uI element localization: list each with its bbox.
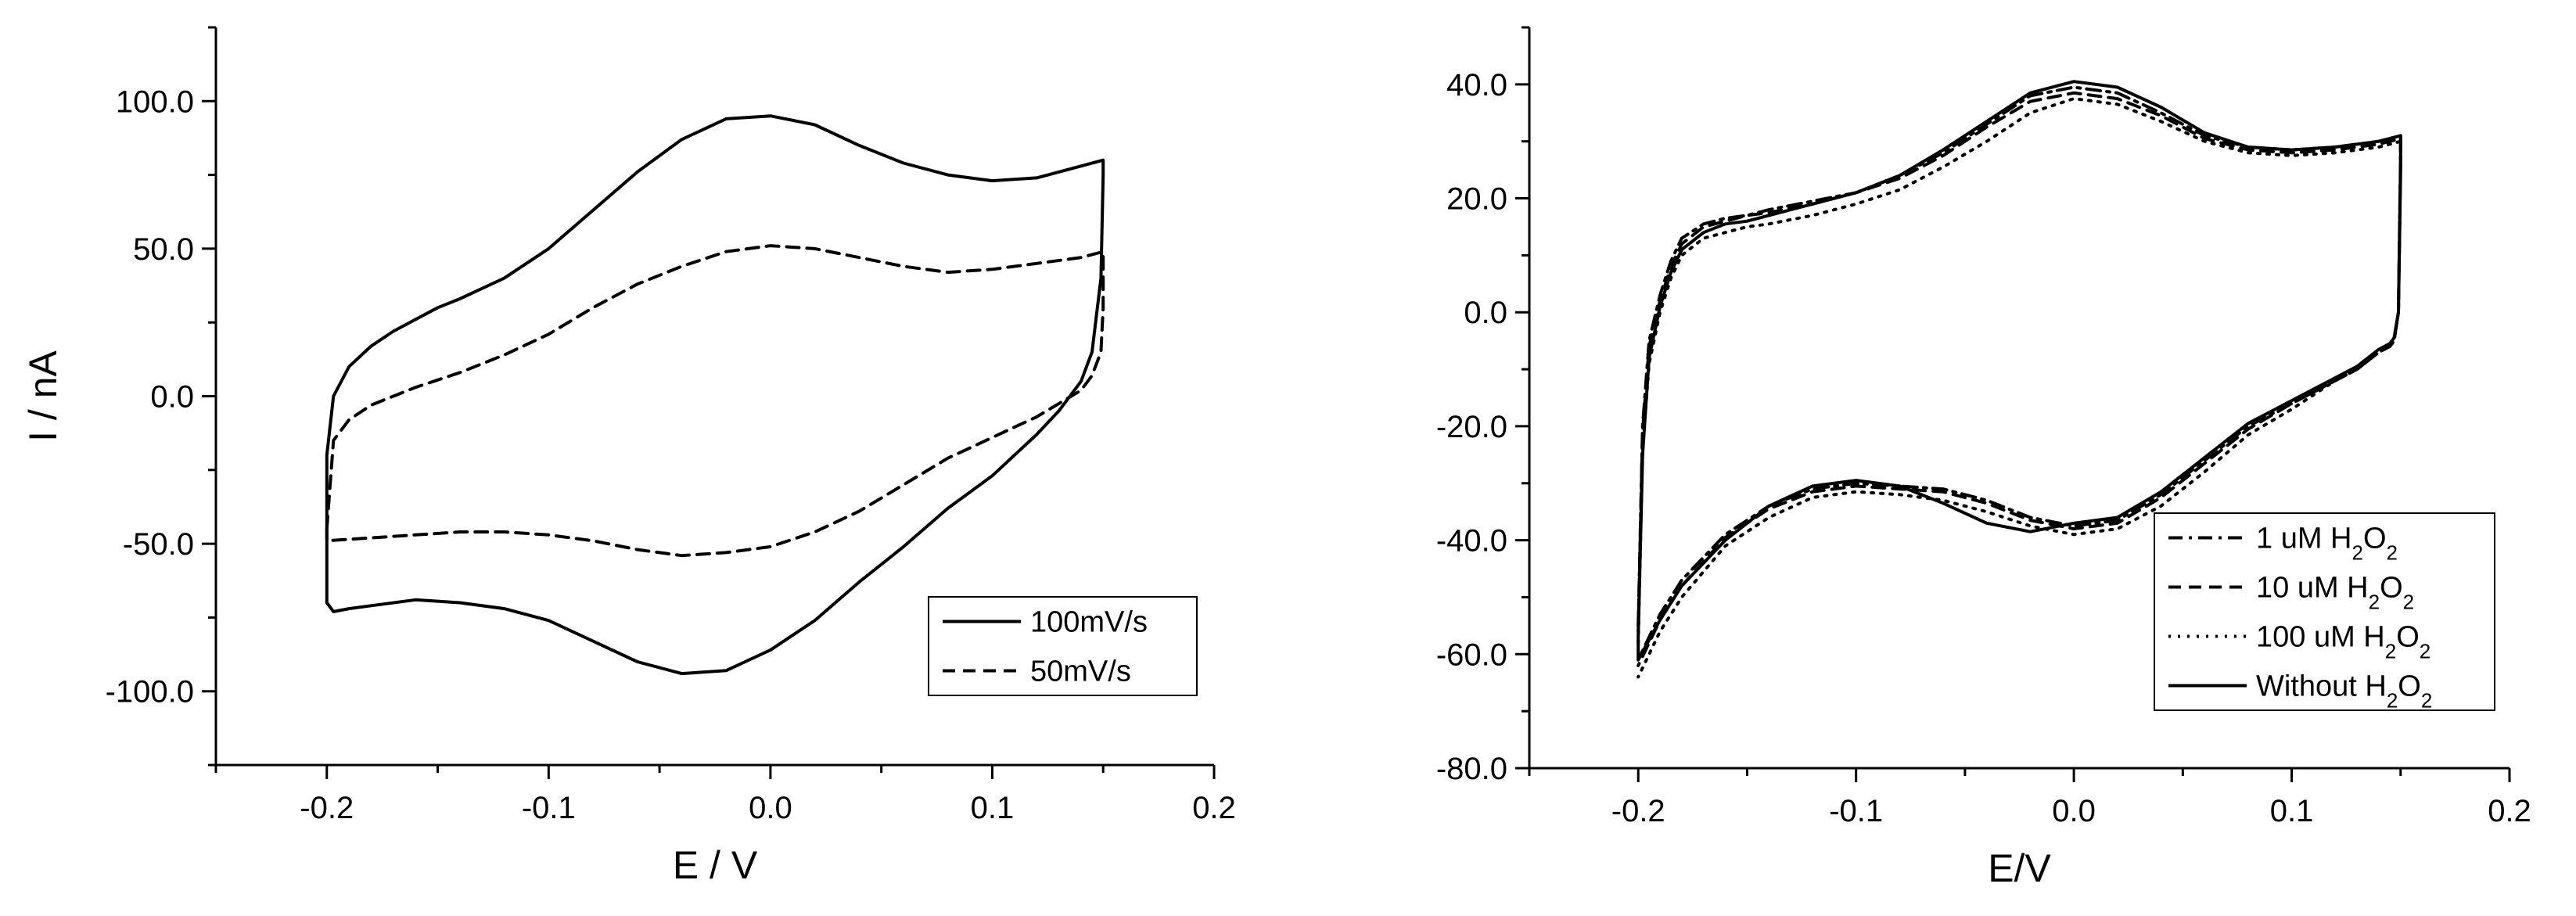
y-tick-label: 20.0 [1446, 182, 1507, 217]
y-tick-label: -60.0 [1436, 638, 1507, 672]
legend: 1 uM H2O2 10 uM H2O2 100 uM H2O2 Without H2… [2154, 512, 2495, 713]
legend-box [928, 596, 1198, 696]
x-axis-label: E/V [1988, 846, 2051, 890]
x-tick-label: -0.1 [522, 791, 576, 825]
x-tick-label: 0.1 [971, 791, 1015, 825]
x-tick-label: -0.2 [300, 791, 354, 825]
x-tick-label: -0.1 [1829, 794, 1883, 828]
y-tick-label: 0.0 [150, 380, 194, 415]
legend-label: 10 uM H2O2 [2256, 572, 2414, 614]
chart-scan-rate: -0.2 -0.1 0.0 0.1 0.2 -100.0 -50.0 0.0 50.0 100.0… [21, 26, 1236, 887]
y-tick-label: 100.0 [116, 84, 194, 119]
x-tick-label: 0.0 [2052, 794, 2096, 828]
series-line-3 [1636, 80, 2402, 662]
x-tick-label: 0.2 [2488, 794, 2531, 828]
y-tick-label: -80.0 [1436, 752, 1507, 786]
y-tick-label: -40.0 [1436, 524, 1507, 559]
series-line-0 [325, 114, 1105, 676]
x-axis-label: E / V [673, 843, 758, 887]
axes [1528, 27, 2510, 770]
ticks [1515, 26, 2511, 782]
y-tick-label: -20.0 [1436, 410, 1507, 444]
legend-label: Without H2O2 [2256, 670, 2432, 713]
legend-label: 100 uM H2O2 [2256, 621, 2430, 663]
curves [1636, 80, 2402, 679]
legend-box [2154, 512, 2495, 711]
legend-label: 50mV/s [1030, 656, 1131, 688]
y-tick-label: -50.0 [123, 527, 194, 562]
series-line-1 [325, 244, 1105, 558]
y-tick-label: 40.0 [1446, 68, 1507, 102]
x-tick-label: 0.2 [1192, 791, 1236, 825]
y-tick-label: 50.0 [133, 232, 194, 267]
legend-label: 1 uM H2O2 [2256, 523, 2398, 565]
y-tick-label: -100.0 [106, 675, 194, 709]
ticks [202, 26, 1216, 779]
legend-label: 100mV/s [1030, 606, 1148, 639]
tick-labels: -0.2 -0.1 0.0 0.1 0.2 -80.0 -60.0 -40.0 -20.0 0.0… [1436, 68, 2531, 828]
y-tick-label: 0.0 [1464, 296, 1507, 330]
x-tick-label: -0.2 [1611, 794, 1665, 828]
x-tick-label: 0.1 [2270, 794, 2314, 828]
tick-labels: -0.2 -0.1 0.0 0.1 0.2 -100.0 -50.0 0.0 50.0 100.0 [106, 84, 1236, 825]
curves [325, 114, 1105, 676]
chart-h2o2: -0.2 -0.1 0.0 0.1 0.2 -80.0 -60.0 -40.0 -20.0 0.0… [1436, 26, 2531, 890]
y-axis-label: I / nA [21, 350, 65, 441]
x-tick-label: 0.0 [749, 791, 792, 825]
legend: 100mV/s 50mV/s [928, 596, 1198, 696]
